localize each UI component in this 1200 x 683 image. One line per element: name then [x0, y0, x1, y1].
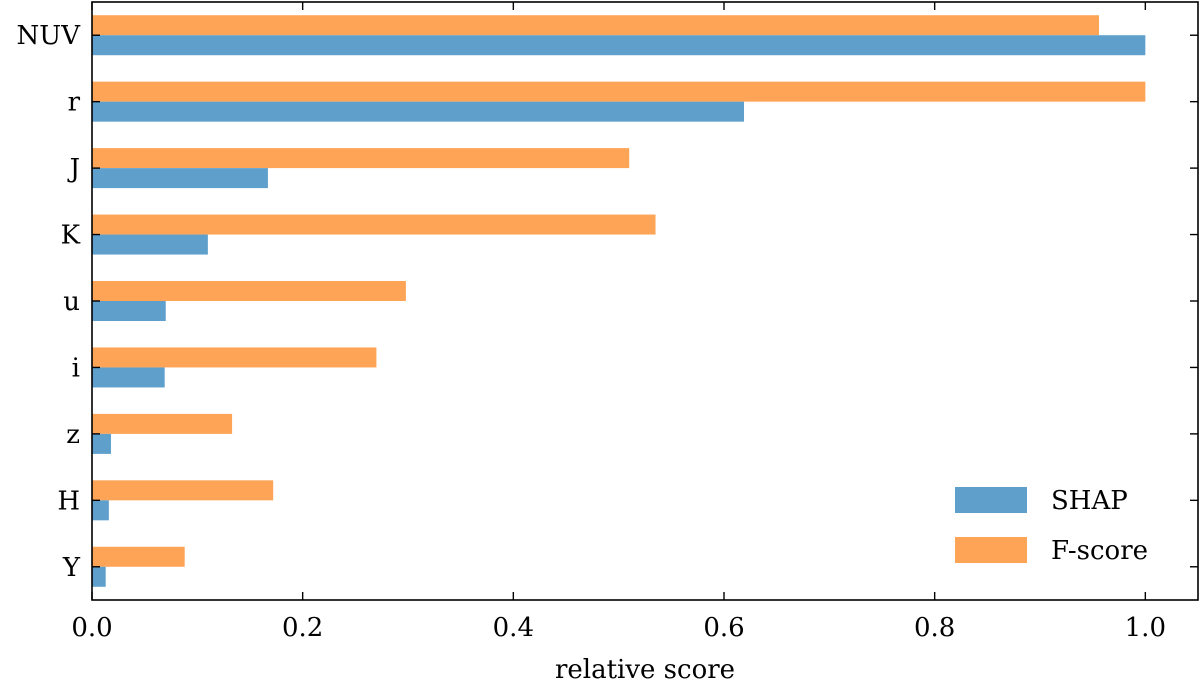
- bar-shap-j: [92, 168, 268, 189]
- x-axis-label: relative score: [555, 655, 735, 683]
- x-axis-ticks: 0.0 0.2 0.4 0.6 0.8 1.0: [71, 2, 1166, 643]
- bar-fscore-u: [92, 281, 406, 301]
- y-tick-label: u: [63, 287, 80, 317]
- bar-fscore-y: [92, 546, 185, 567]
- y-tick-label: K: [61, 221, 81, 251]
- bar-shap-r: [92, 101, 745, 122]
- bar-shap-k: [92, 234, 208, 255]
- bar-shap-i: [92, 367, 165, 388]
- bars-group: [92, 15, 1146, 587]
- bar-shap-h: [92, 500, 109, 521]
- x-tick-label: 0.0: [71, 613, 112, 643]
- bar-fscore-h: [92, 480, 274, 501]
- y-tick-label: H: [57, 486, 80, 516]
- x-tick-label: 0.6: [703, 613, 744, 643]
- x-tick-label: 0.2: [282, 613, 323, 643]
- bar-shap-u: [92, 301, 166, 321]
- bar-shap-z: [92, 433, 111, 454]
- bar-fscore-nuv: [92, 15, 1099, 36]
- y-tick-label: i: [72, 353, 80, 383]
- bar-shap-y: [92, 566, 106, 587]
- legend: SHAP F-score: [955, 486, 1148, 566]
- bar-fscore-k: [92, 214, 656, 235]
- y-tick-label: r: [68, 88, 81, 118]
- x-tick-label: 1.0: [1125, 613, 1166, 643]
- bar-fscore-r: [92, 81, 1146, 102]
- bar-fscore-z: [92, 413, 233, 434]
- y-tick-label: J: [67, 154, 80, 184]
- legend-swatch-f-score: [955, 537, 1027, 563]
- legend-label: SHAP: [1051, 486, 1128, 516]
- y-tick-label: NUV: [17, 21, 82, 51]
- y-axis-ticks: NUV r J Ku i z H Y: [17, 21, 1198, 583]
- legend-swatch-shap: [955, 487, 1027, 513]
- bar-fscore-i: [92, 347, 377, 368]
- legend-label: F-score: [1051, 536, 1148, 566]
- bar-shap-nuv: [92, 35, 1146, 56]
- y-tick-label: Y: [62, 553, 81, 583]
- y-tick-label: z: [66, 420, 80, 450]
- bar-fscore-j: [92, 148, 630, 169]
- x-tick-label: 0.8: [914, 613, 955, 643]
- x-tick-label: 0.4: [493, 613, 534, 643]
